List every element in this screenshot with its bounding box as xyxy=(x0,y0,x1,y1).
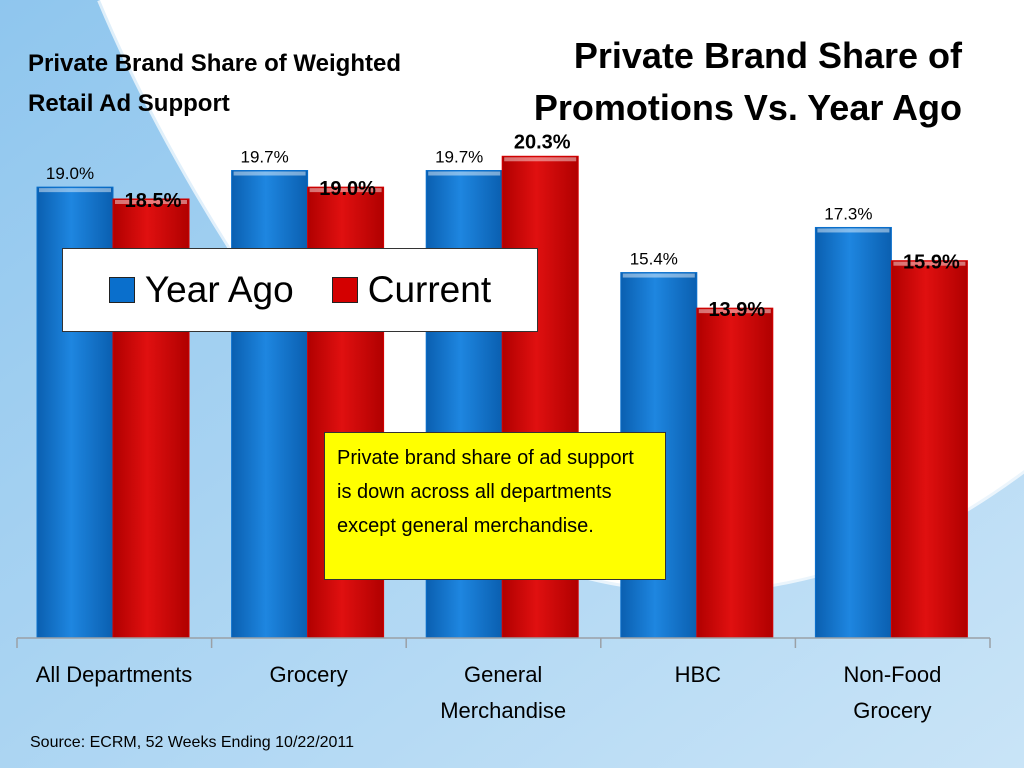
data-label-current-2: 20.3% xyxy=(514,131,571,153)
bar-highlight xyxy=(622,273,695,278)
annotation-note: Private brand share of ad support is dow… xyxy=(324,432,666,580)
data-label-year-ago-2: 19.7% xyxy=(435,148,483,167)
data-label-current-4: 15.9% xyxy=(903,252,960,274)
legend-label-current: Current xyxy=(367,269,492,310)
category-label-3: HBC xyxy=(674,662,722,687)
bar-highlight xyxy=(504,157,577,162)
bar-current-3 xyxy=(696,307,774,639)
legend-swatch-year-ago xyxy=(108,277,135,303)
bar-highlight xyxy=(309,188,382,193)
main-title: Private Brand Share of Promotions Vs. Ye… xyxy=(533,35,962,128)
bar-highlight xyxy=(428,171,501,176)
data-label-year-ago-1: 19.7% xyxy=(240,148,288,167)
legend: Year Ago Current xyxy=(62,248,538,332)
bar-year-ago-1 xyxy=(231,170,309,639)
bar-highlight xyxy=(39,188,111,193)
category-label-2: General Merchandise xyxy=(440,662,567,723)
legend-swatch-current xyxy=(331,277,358,303)
bar-highlight xyxy=(817,228,890,233)
data-label-current-0: 18.5% xyxy=(125,190,182,212)
legend-item-year-ago: Year Ago xyxy=(108,269,294,311)
legend-item-current: Current xyxy=(331,269,492,311)
bar-highlight xyxy=(698,309,771,314)
data-label-current-3: 13.9% xyxy=(708,299,765,321)
bar-highlight xyxy=(893,261,966,266)
data-label-current-1: 19.0% xyxy=(319,178,376,200)
bar-current-4 xyxy=(890,260,968,639)
source-note: Source: ECRM, 52 Weeks Ending 10/22/2011 xyxy=(30,734,355,751)
legend-label-year-ago: Year Ago xyxy=(144,269,294,310)
category-label-0: All Departments xyxy=(35,662,193,687)
category-label-1: Grocery xyxy=(269,662,348,687)
bar-highlight xyxy=(115,199,187,204)
chart-subtitle: Private Brand Share of Weighted Retail A… xyxy=(28,50,401,117)
bar-year-ago-4 xyxy=(814,226,892,639)
data-label-year-ago-0: 19.0% xyxy=(46,164,94,183)
data-label-year-ago-3: 15.4% xyxy=(630,250,678,269)
bar-highlight xyxy=(233,171,306,176)
data-label-year-ago-4: 17.3% xyxy=(824,204,872,223)
category-label-4: Non-Food Grocery xyxy=(843,662,942,723)
